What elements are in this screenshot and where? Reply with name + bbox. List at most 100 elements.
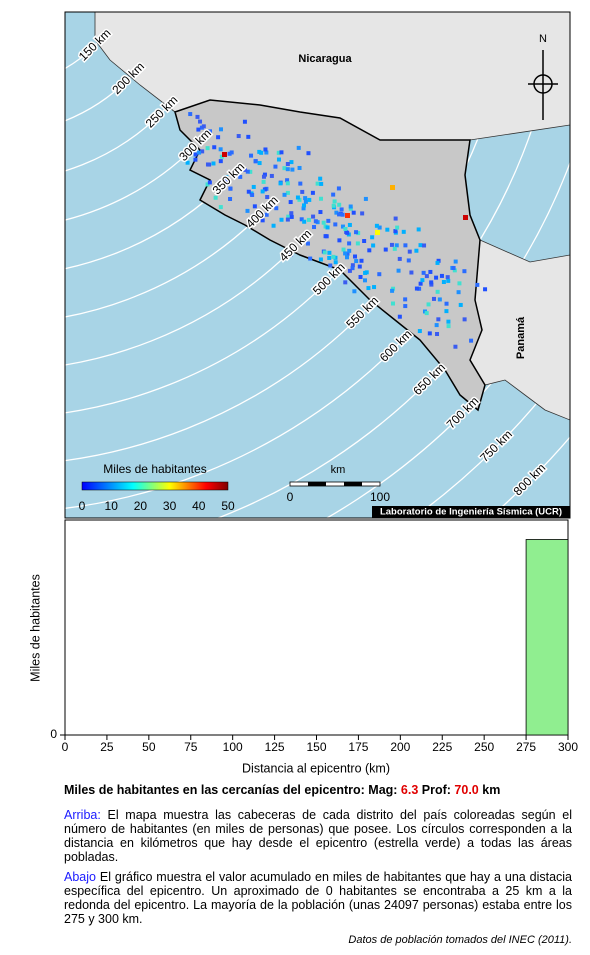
district-dot <box>197 150 202 155</box>
district-dot <box>245 208 250 213</box>
district-dot <box>261 174 266 179</box>
district-dot <box>201 124 206 129</box>
district-dot <box>216 135 221 140</box>
district-dot <box>390 185 395 190</box>
x-tick-label: 100 <box>223 740 243 754</box>
district-dot <box>228 196 233 201</box>
district-dot <box>350 263 355 268</box>
district-dot <box>269 173 274 178</box>
district-dot <box>462 317 467 322</box>
district-dot <box>347 248 352 253</box>
district-dot <box>273 164 278 169</box>
district-dot <box>436 317 441 322</box>
district-dot <box>417 286 422 291</box>
district-dot <box>453 344 458 349</box>
district-dot <box>446 278 451 283</box>
district-dot <box>407 249 412 254</box>
district-dot <box>307 197 312 202</box>
district-dot <box>321 220 326 225</box>
histogram: 0 25 50 75 100 125 150 175 200 225 250 275 300 0 <box>50 539 578 754</box>
x-tick-label: 300 <box>558 740 578 754</box>
district-dot <box>279 150 284 155</box>
scale-title: km <box>331 464 346 476</box>
colorbar-tick-label: 50 <box>221 499 235 513</box>
map <box>65 12 570 518</box>
district-dot <box>205 146 210 151</box>
district-dot <box>251 184 256 189</box>
district-dot <box>374 223 379 228</box>
district-dot <box>357 264 362 269</box>
district-dot <box>218 147 223 152</box>
district-dot <box>285 167 290 172</box>
credit-box <box>372 506 570 518</box>
y-tick-label: 0 <box>50 727 57 741</box>
district-dot <box>358 274 363 279</box>
district-dot <box>236 134 241 139</box>
district-dot <box>303 199 308 204</box>
district-dot <box>318 176 323 181</box>
district-dot <box>437 297 442 302</box>
district-dot <box>218 159 223 164</box>
district-dot <box>434 323 439 328</box>
district-dot <box>278 181 283 186</box>
district-dot <box>327 250 332 255</box>
district-dot <box>262 172 267 177</box>
district-dot <box>393 216 398 221</box>
district-dot <box>389 242 394 247</box>
x-tick-label: 225 <box>432 740 452 754</box>
district-dot <box>224 178 229 183</box>
district-dot <box>347 222 352 227</box>
district-dot <box>403 304 408 309</box>
map-frame <box>64 11 571 519</box>
depth-label: Prof: <box>418 783 455 797</box>
district-dot <box>297 165 302 170</box>
district-dot <box>246 134 251 139</box>
country-label: Panamá <box>515 316 527 359</box>
district-dot <box>188 112 193 117</box>
district-dot <box>414 286 419 291</box>
x-tick-label: 0 <box>62 740 69 754</box>
district-dot <box>340 212 345 217</box>
district-dot <box>205 182 210 187</box>
district-dot <box>427 331 432 336</box>
district-dot <box>218 127 223 132</box>
district-dot <box>318 257 323 262</box>
district-dot <box>193 157 198 162</box>
district-dot <box>424 311 429 316</box>
district-dot <box>260 189 265 194</box>
district-dot <box>219 154 224 159</box>
district-dot <box>325 225 330 230</box>
district-dot <box>390 288 395 293</box>
x-tick-label: 250 <box>474 740 494 754</box>
district-dot <box>362 239 367 244</box>
district-dot <box>221 178 226 183</box>
district-dot <box>434 275 439 280</box>
country-label: Nicaragua <box>298 53 352 65</box>
district-dot <box>218 205 223 210</box>
colorbar-tick-label: 0 <box>79 499 86 513</box>
district-dot <box>290 167 295 172</box>
x-tick-label: 125 <box>265 740 285 754</box>
district-dot <box>418 243 423 248</box>
district-dot <box>360 211 365 216</box>
district-dot <box>229 150 234 155</box>
district-dot <box>300 189 305 194</box>
district-dot <box>311 214 316 219</box>
colorbar-tick-label: 10 <box>105 499 119 513</box>
x-tick-label: 200 <box>390 740 410 754</box>
district-dot <box>205 162 210 167</box>
district-dot <box>452 268 457 273</box>
district-dot <box>348 204 353 209</box>
district-dot <box>359 258 364 263</box>
district-dot <box>285 178 290 183</box>
district-dot <box>285 181 290 186</box>
district-dot <box>324 234 329 239</box>
district-dot <box>439 273 444 278</box>
district-dot <box>409 270 414 275</box>
district-dot <box>333 255 338 260</box>
district-dot <box>363 196 368 201</box>
district-dot <box>286 214 291 219</box>
district-dot <box>345 230 350 235</box>
district-dot <box>345 251 350 256</box>
